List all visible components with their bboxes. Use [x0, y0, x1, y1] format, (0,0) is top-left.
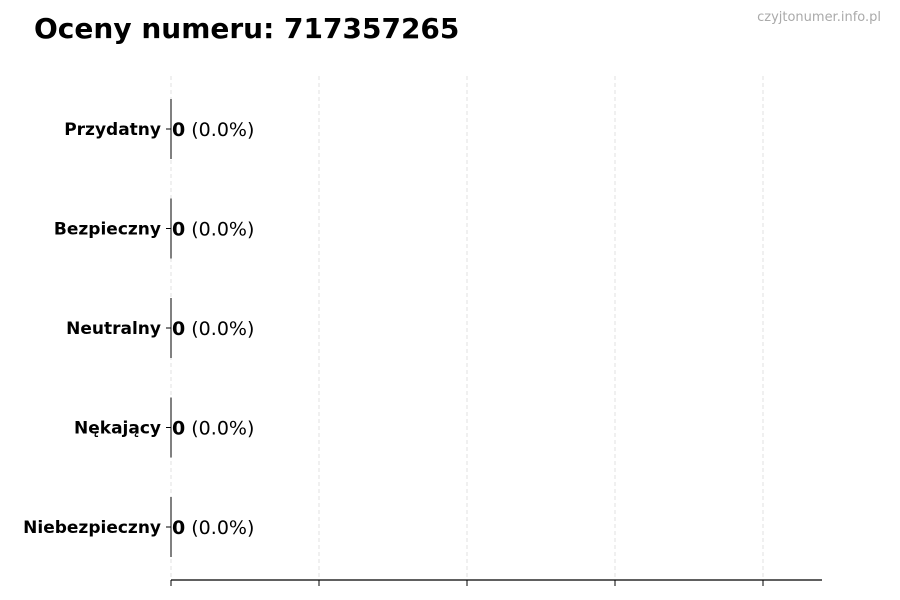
data-label-count: 0 [172, 418, 185, 440]
data-label: 0 (0.0%) [172, 318, 254, 340]
y-tick-label: Neutralny [66, 319, 161, 339]
data-label-percent: (0.0%) [185, 418, 254, 440]
data-label-percent: (0.0%) [185, 318, 254, 340]
data-label: 0 (0.0%) [172, 418, 254, 440]
data-label-percent: (0.0%) [185, 517, 254, 539]
data-label-count: 0 [172, 219, 185, 241]
chart-title: Oceny numeru: 717357265 [34, 12, 460, 45]
data-label-count: 0 [172, 517, 185, 539]
y-tick-label: Niebezpieczny [23, 518, 161, 538]
data-label-percent: (0.0%) [185, 219, 254, 241]
data-label-percent: (0.0%) [185, 119, 254, 141]
data-label-count: 0 [172, 119, 185, 141]
data-label: 0 (0.0%) [172, 517, 254, 539]
y-tick-label: Przydatny [64, 120, 161, 140]
data-label-count: 0 [172, 318, 185, 340]
y-tick-label: Bezpieczny [54, 220, 161, 240]
y-tick-label: Nękający [74, 419, 161, 439]
data-label: 0 (0.0%) [172, 119, 254, 141]
watermark: czyjtonumer.info.pl [757, 10, 881, 25]
data-label: 0 (0.0%) [172, 219, 254, 241]
